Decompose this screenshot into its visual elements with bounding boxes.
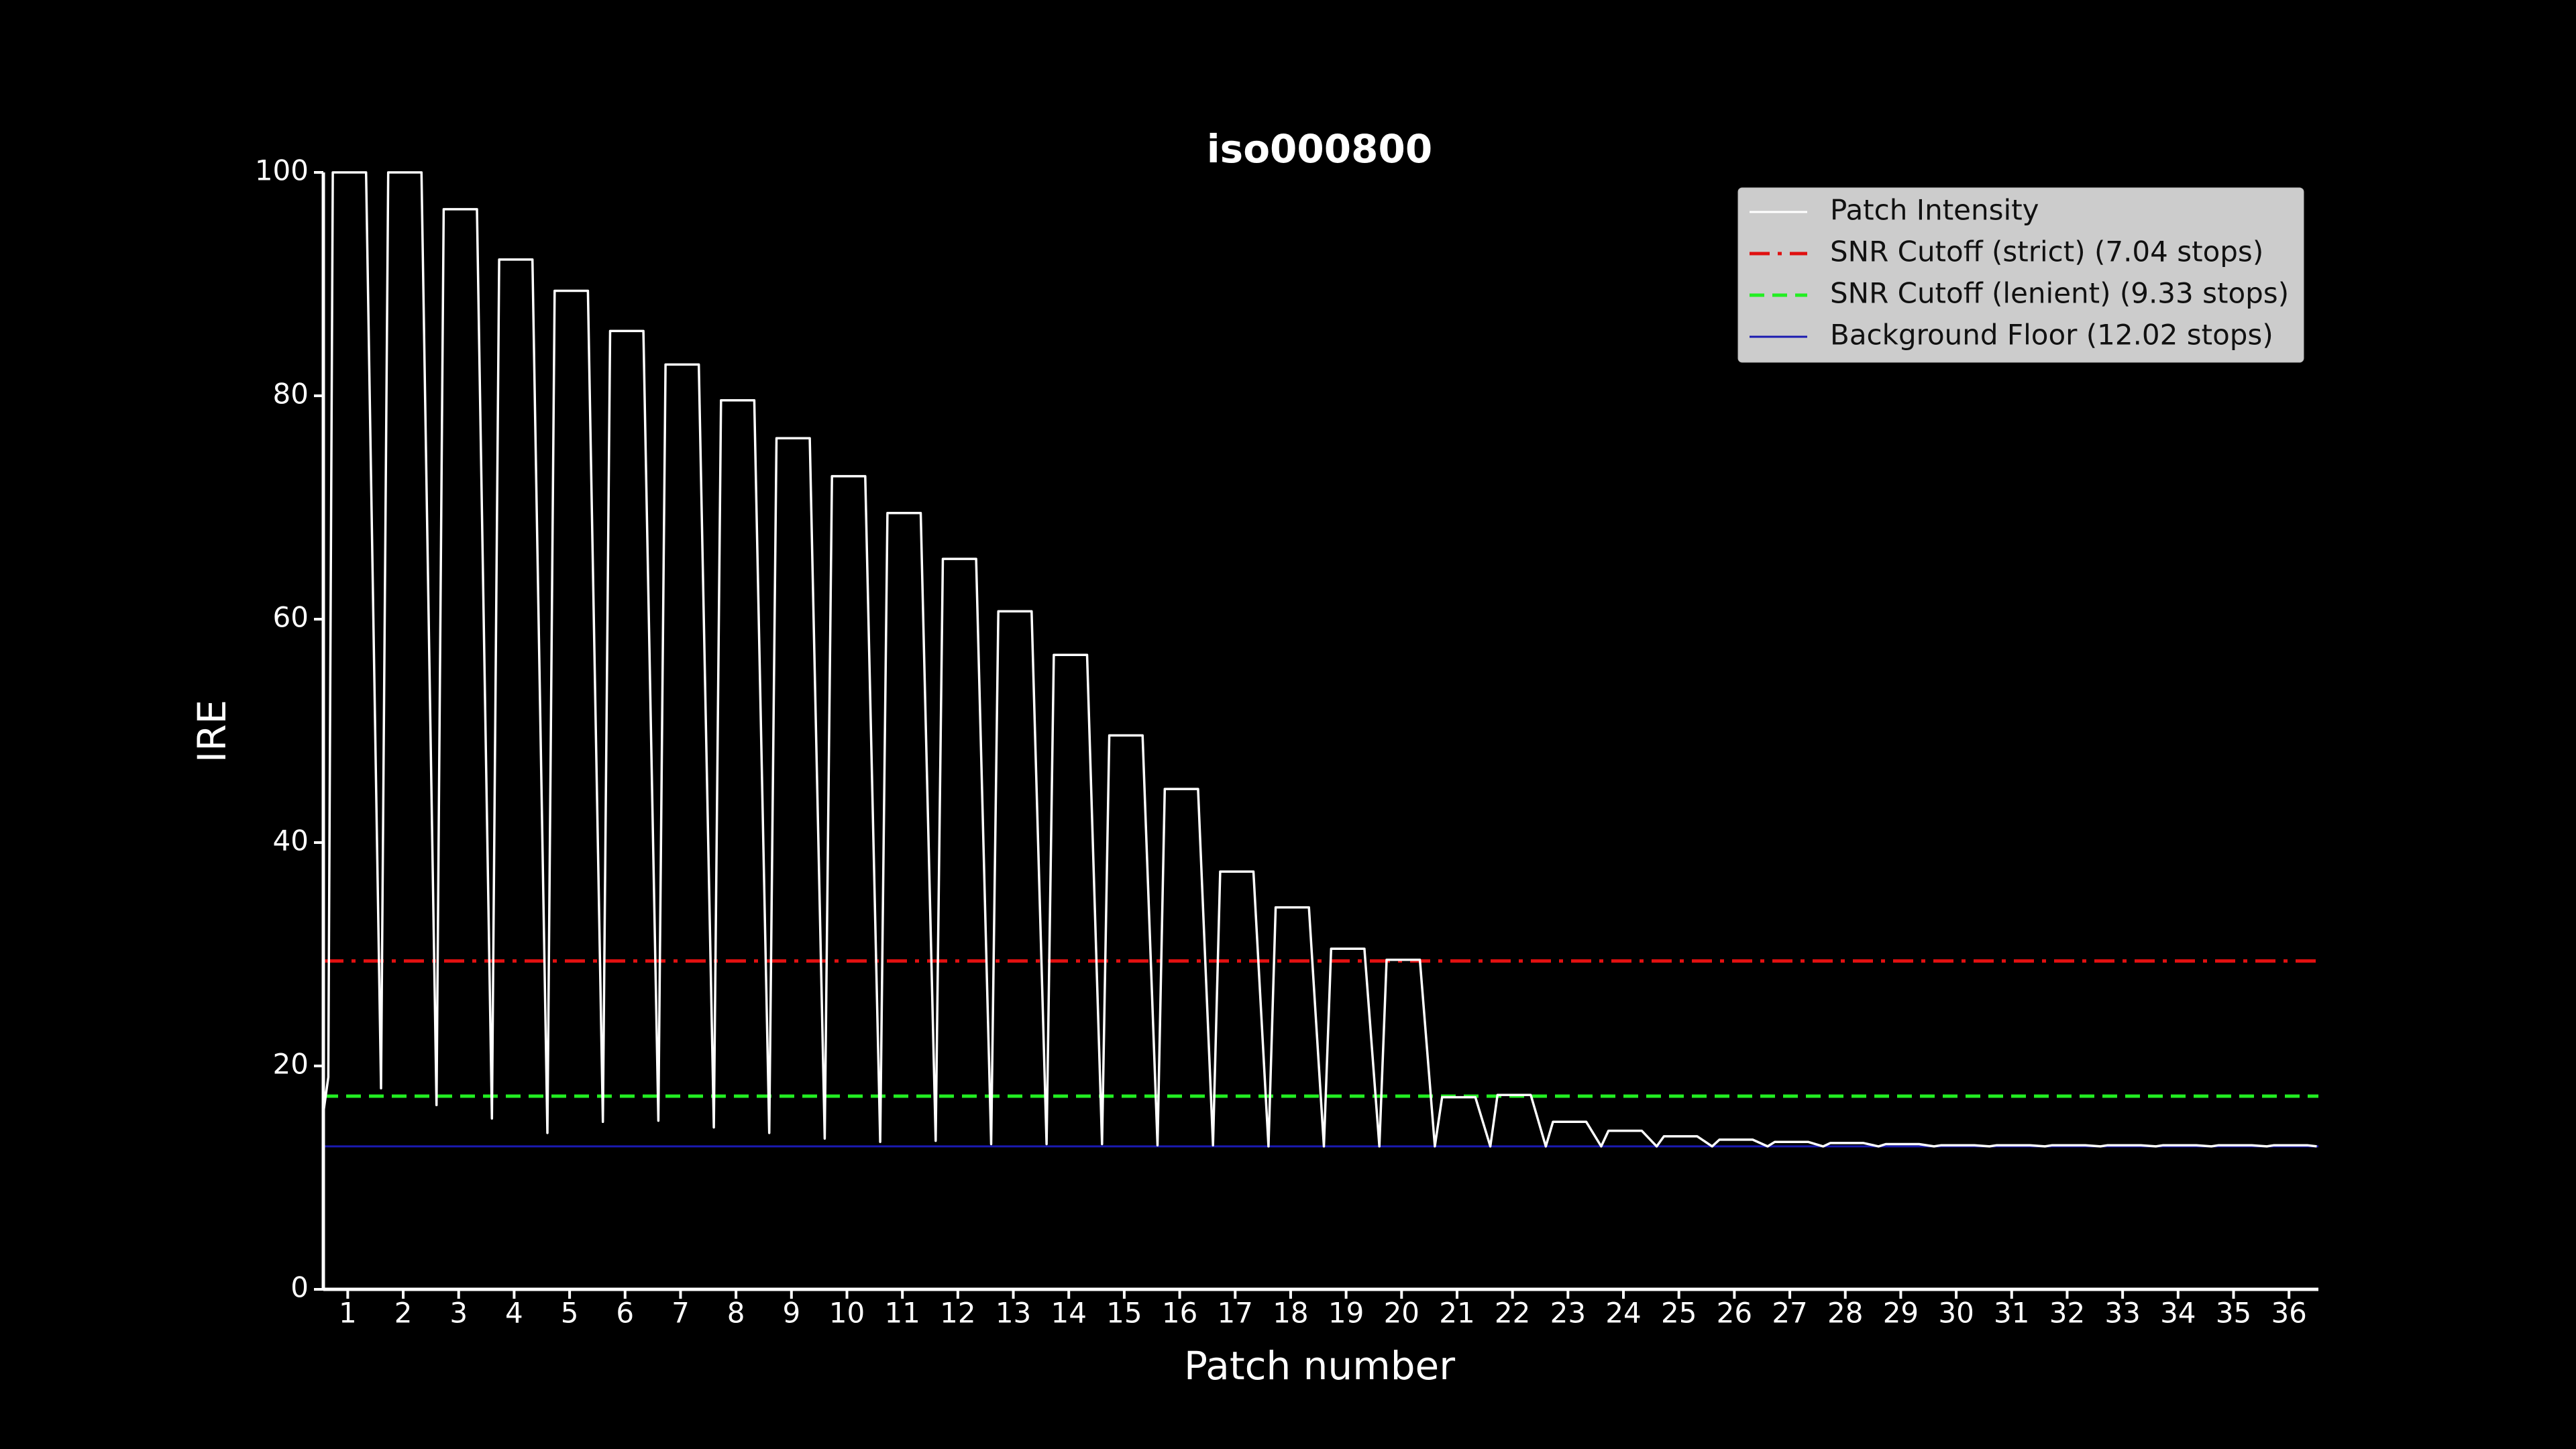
x-tick-label: 20	[1384, 1297, 1419, 1330]
x-tick-label: 33	[2104, 1297, 2140, 1330]
x-tick-label: 8	[727, 1297, 745, 1330]
x-tick-label: 4	[505, 1297, 523, 1330]
x-tick-label: 21	[1439, 1297, 1474, 1330]
x-tick-label: 15	[1106, 1297, 1142, 1330]
x-tick-label: 2	[394, 1297, 413, 1330]
legend-box	[1737, 187, 2304, 363]
x-tick-label: 7	[672, 1297, 690, 1330]
chart-title: iso000800	[1207, 126, 1432, 172]
legend-label: Patch Intensity	[1830, 194, 2039, 227]
x-tick-label: 35	[2216, 1297, 2251, 1330]
x-tick-label: 3	[449, 1297, 468, 1330]
x-tick-label: 28	[1827, 1297, 1863, 1330]
legend-label: SNR Cutoff (strict) (7.04 stops)	[1830, 235, 2263, 268]
y-tick-label: 80	[273, 378, 309, 411]
x-tick-label: 6	[616, 1297, 634, 1330]
legend-label: SNR Cutoff (lenient) (9.33 stops)	[1830, 277, 2289, 310]
x-tick-label: 13	[996, 1297, 1031, 1330]
x-tick-label: 11	[884, 1297, 920, 1330]
x-tick-label: 34	[2160, 1297, 2196, 1330]
x-tick-label: 29	[1883, 1297, 1919, 1330]
y-tick-label: 100	[255, 154, 309, 187]
x-tick-label: 12	[940, 1297, 975, 1330]
x-tick-label: 30	[1938, 1297, 1974, 1330]
x-tick-label: 1	[339, 1297, 357, 1330]
series-line	[322, 171, 2317, 1148]
x-tick-label: 18	[1273, 1297, 1308, 1330]
x-tick-label: 9	[782, 1297, 800, 1330]
x-tick-label: 36	[2271, 1297, 2306, 1330]
x-tick-label: 5	[561, 1297, 579, 1330]
y-tick-label: 60	[273, 601, 309, 634]
x-tick-label: 25	[1661, 1297, 1697, 1330]
x-tick-label: 23	[1550, 1297, 1586, 1330]
legend-label: Background Floor (12.02 stops)	[1830, 319, 2273, 352]
x-tick-label: 10	[829, 1297, 865, 1330]
x-tick-label: 19	[1328, 1297, 1364, 1330]
y-tick-label: 20	[273, 1048, 309, 1081]
y-tick-label: 0	[290, 1271, 309, 1304]
x-tick-label: 32	[2049, 1297, 2085, 1330]
x-tick-label: 16	[1162, 1297, 1197, 1330]
x-tick-label: 24	[1605, 1297, 1641, 1330]
x-tick-label: 14	[1051, 1297, 1086, 1330]
x-tick-label: 31	[1994, 1297, 2029, 1330]
legend: Patch Intensity SNR Cutoff (strict) (7.04…	[1737, 187, 2304, 363]
x-tick-label: 26	[1717, 1297, 1752, 1330]
x-tick-label: 17	[1218, 1297, 1253, 1330]
y-axis-label: IRE	[189, 700, 235, 763]
x-tick-label: 27	[1772, 1297, 1807, 1330]
y-tick-label: 40	[273, 824, 309, 857]
x-tick-label: 22	[1495, 1297, 1530, 1330]
x-axis-label: Patch number	[1184, 1343, 1455, 1389]
